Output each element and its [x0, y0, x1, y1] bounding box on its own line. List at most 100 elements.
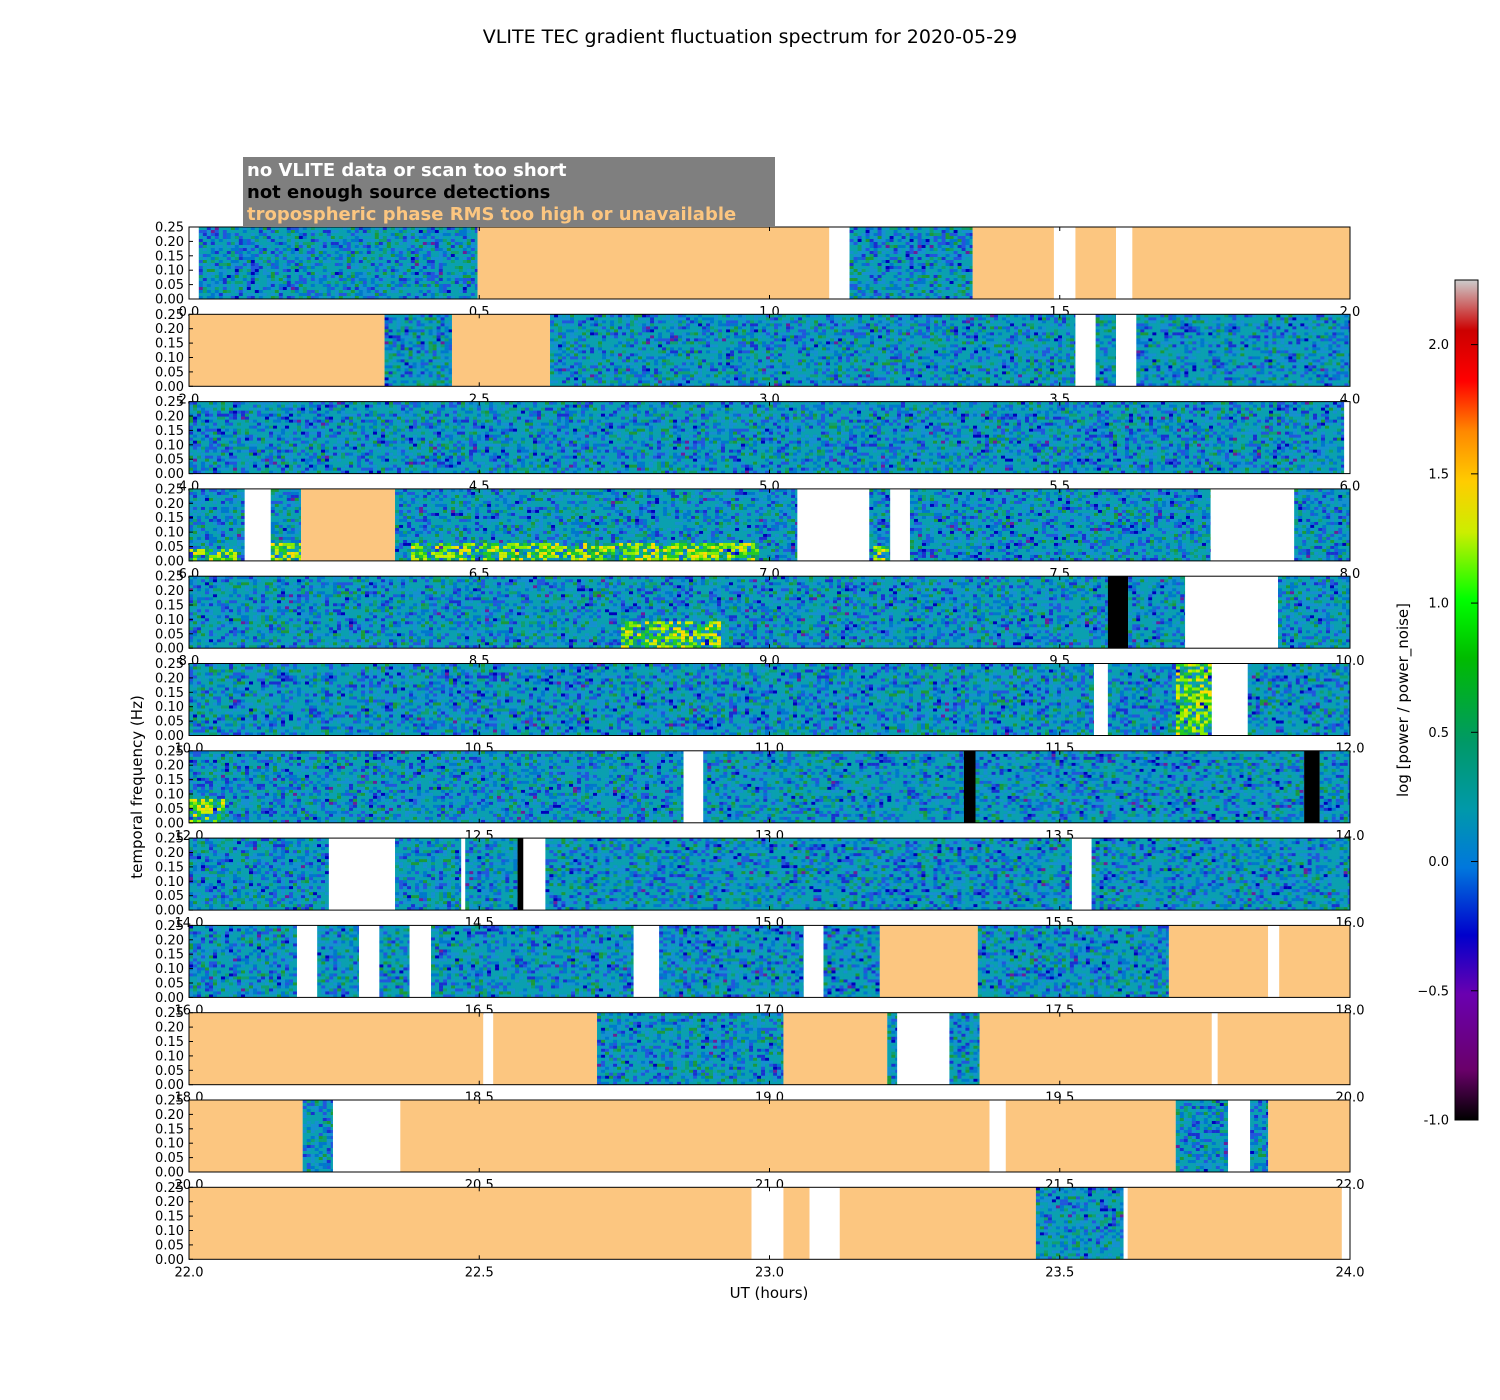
- spectrum-cell: [897, 278, 902, 281]
- spectrum-cell: [246, 272, 251, 275]
- spectrum-cell: [682, 335, 687, 339]
- spectrum-cell: [574, 368, 579, 372]
- spectrum-cell: [582, 338, 587, 342]
- spectrum-cell: [854, 380, 859, 384]
- spectrum-cell: [854, 332, 859, 336]
- spectrum-cell: [662, 383, 667, 387]
- spectrum-cell: [354, 296, 359, 299]
- spectrum-cell: [306, 266, 311, 269]
- spectrum-cell: [722, 347, 727, 351]
- spectrum-cell: [754, 356, 759, 360]
- spectrum-cell: [342, 287, 347, 290]
- spectrum-cell: [794, 347, 799, 351]
- spectrum-cell: [250, 278, 255, 281]
- spectrum-cell: [446, 293, 451, 296]
- spectrum-cell: [861, 239, 866, 242]
- spectrum-cell: [294, 257, 299, 260]
- spectrum-cell: [969, 287, 973, 290]
- spectrum-cell: [458, 269, 463, 272]
- spectrum-cell: [794, 383, 799, 387]
- spectrum-cell: [714, 350, 719, 354]
- spectrum-cell: [438, 293, 443, 296]
- spectrum-cell: [790, 374, 795, 378]
- spectrum-cell: [861, 263, 866, 266]
- spectrum-cell: [838, 365, 843, 369]
- spectrum-cell: [278, 260, 283, 263]
- spectrum-cell: [430, 254, 435, 257]
- spectrum-cell: [897, 233, 902, 236]
- spectrum-cell: [414, 293, 419, 296]
- spectrum-cell: [622, 356, 627, 360]
- spectrum-cell: [678, 320, 683, 324]
- spectrum-cell: [428, 359, 433, 363]
- spectrum-cell: [969, 236, 973, 239]
- spectrum-cell: [294, 251, 299, 254]
- spectrum-cell: [826, 362, 831, 366]
- spectrum-cell: [726, 380, 731, 384]
- spectrum-cell: [362, 254, 367, 257]
- spectrum-cell: [210, 227, 215, 230]
- spectrum-cell: [770, 335, 775, 339]
- spectrum-cell: [432, 377, 437, 381]
- spectrum-cell: [874, 383, 879, 387]
- spectrum-cell: [458, 257, 463, 260]
- spectrum-cell: [738, 314, 743, 318]
- spectrum-cell: [444, 335, 449, 339]
- spectrum-cell: [298, 251, 303, 254]
- spectrum-cell: [710, 362, 715, 366]
- spectrum-cell: [710, 368, 715, 372]
- spectrum-cell: [766, 320, 771, 324]
- spectrum-cell: [905, 254, 910, 257]
- spectrum-cell: [905, 278, 910, 281]
- spectrum-cell: [846, 353, 851, 357]
- spectrum-cell: [889, 245, 894, 248]
- spectrum-cell: [582, 326, 587, 330]
- spectrum-cell: [654, 353, 659, 357]
- spectrum-cell: [838, 329, 843, 333]
- spectrum-cell: [618, 320, 623, 324]
- spectrum-cell: [218, 293, 223, 296]
- spectrum-cell: [574, 347, 579, 351]
- spectrum-cell: [714, 314, 719, 318]
- spectrum-cell: [254, 296, 259, 299]
- spectrum-cell: [921, 236, 926, 239]
- spectrum-cell: [450, 230, 455, 233]
- spectrum-cell: [858, 326, 863, 330]
- spectrum-cell: [662, 362, 667, 366]
- spectrum-cell: [250, 233, 255, 236]
- spectrum-cell: [390, 281, 395, 284]
- spectrum-cell: [686, 314, 691, 318]
- spectrum-cell: [618, 362, 623, 366]
- spectrum-cell: [650, 335, 655, 339]
- spectrum-cell: [901, 233, 906, 236]
- spectrum-cell: [436, 335, 441, 339]
- spectrum-cell: [594, 347, 599, 351]
- spectrum-cell: [436, 380, 441, 384]
- spectrum-cell: [658, 374, 663, 378]
- spectrum-cell: [806, 374, 811, 378]
- spectrum-cell: [614, 344, 619, 348]
- spectrum-cell: [392, 317, 397, 321]
- spectrum-cell: [754, 341, 759, 345]
- spectrum-cell: [404, 350, 409, 354]
- spectrum-cell: [440, 359, 445, 363]
- spectrum-cell: [270, 281, 275, 284]
- spectrum-cell: [254, 233, 259, 236]
- spectrum-cell: [334, 281, 339, 284]
- spectrum-cell: [474, 233, 478, 236]
- spectrum-cell: [642, 332, 647, 336]
- spectrum-cell: [290, 254, 295, 257]
- spectrum-cell: [638, 380, 643, 384]
- spectrum-cell: [870, 332, 875, 336]
- spectrum-cell: [262, 272, 267, 275]
- spectrum-cell: [842, 326, 847, 330]
- spectrum-cell: [410, 293, 415, 296]
- spectrum-cell: [436, 377, 441, 381]
- spectrum-cell: [330, 236, 335, 239]
- spectrum-cell: [570, 353, 575, 357]
- spectrum-cell: [913, 266, 918, 269]
- spectrum-cell: [590, 353, 595, 357]
- spectrum-cell: [366, 248, 371, 251]
- spectrum-cell: [778, 356, 783, 360]
- spectrum-cell: [374, 284, 379, 287]
